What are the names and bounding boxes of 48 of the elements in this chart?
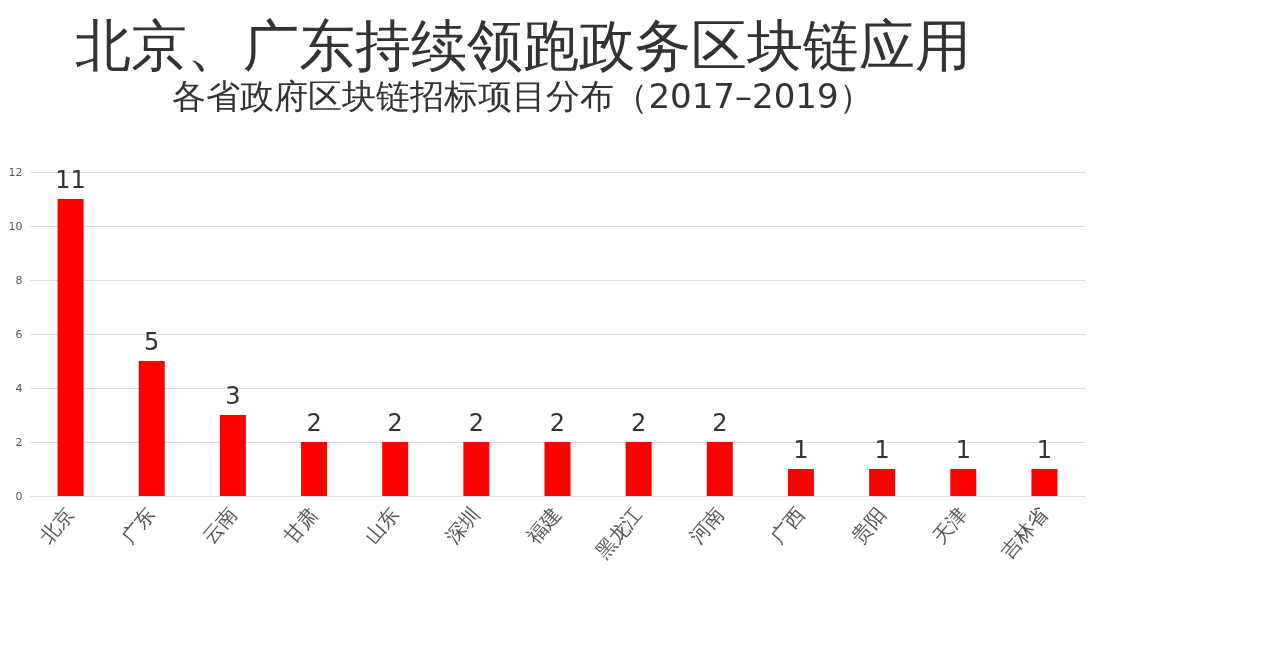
chart-title: 北京、广东持续领跑政务区块链应用 xyxy=(74,13,971,78)
y-tick-label: 10 xyxy=(8,219,23,233)
data-label: 11 xyxy=(55,166,86,194)
x-tick-label: 河南 xyxy=(684,502,729,549)
bar xyxy=(544,442,571,496)
x-tick-label: 广西 xyxy=(765,502,810,549)
data-label: 1 xyxy=(793,436,809,464)
y-tick-label: 4 xyxy=(15,381,23,395)
data-label: 3 xyxy=(225,382,241,410)
x-tick-label: 福建 xyxy=(521,502,566,549)
data-label: 1 xyxy=(955,436,971,464)
x-tick-label: 黑龙江 xyxy=(590,502,648,564)
bar xyxy=(950,469,977,496)
bar xyxy=(1031,469,1058,496)
data-label: 2 xyxy=(631,409,647,437)
data-label: 2 xyxy=(468,409,484,437)
data-label: 2 xyxy=(712,409,728,437)
bar xyxy=(869,469,896,496)
bar xyxy=(625,442,652,496)
x-tick-label: 广东 xyxy=(116,502,161,549)
x-tick-label: 北京 xyxy=(34,502,79,549)
bar xyxy=(138,361,165,496)
y-tick-label: 6 xyxy=(15,327,23,341)
y-tick-label: 0 xyxy=(15,489,23,503)
x-tick-label: 甘肃 xyxy=(278,502,323,549)
bar xyxy=(706,442,733,496)
y-tick-label: 12 xyxy=(8,165,23,179)
bar xyxy=(219,415,246,496)
data-label: 5 xyxy=(144,328,160,356)
bar xyxy=(301,442,328,496)
x-tick-label: 天津 xyxy=(927,502,972,549)
x-tick-label: 云南 xyxy=(197,502,242,549)
bar xyxy=(463,442,490,496)
x-tick-label: 贵阳 xyxy=(846,502,891,549)
data-label: 2 xyxy=(387,409,403,437)
x-tick-label: 山东 xyxy=(359,502,404,549)
data-label: 1 xyxy=(874,436,890,464)
x-tick-label: 深圳 xyxy=(440,502,485,549)
bar xyxy=(787,469,814,496)
data-label: 1 xyxy=(1036,436,1053,464)
chart-subtitle: 各省政府区块链招标项目分布（2017–2019） xyxy=(172,76,873,116)
bar xyxy=(382,442,409,496)
bar xyxy=(57,199,84,496)
data-label: 2 xyxy=(306,409,322,437)
data-label: 2 xyxy=(549,409,566,437)
x-tick-label: 吉林省 xyxy=(995,502,1053,564)
y-tick-label: 2 xyxy=(15,435,23,449)
y-tick-label: 8 xyxy=(15,273,23,287)
